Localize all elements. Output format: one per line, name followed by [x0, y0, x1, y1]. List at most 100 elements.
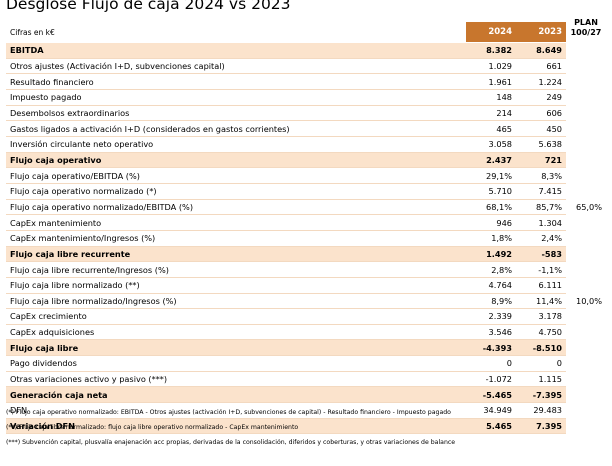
footnote-2: (**) Flujo caja libre normalizado: flujo…	[6, 424, 299, 431]
footnote-1: (*) Flujo caja operativo normalizado: EB…	[6, 409, 451, 416]
value-plan	[566, 136, 606, 153]
cash-flow-table: EBITDA 8.382 8.649 Otros ajustes (Activació…	[6, 43, 606, 435]
value-2023: 5.638	[516, 136, 566, 153]
column-header-plan: PLAN 100/27	[570, 18, 602, 37]
value-plan: 65,0%	[566, 199, 606, 215]
row-label: CapEx mantenimiento	[6, 214, 466, 231]
cash-flow-rows: EBITDA 8.382 8.649 Otros ajustes (Activació…	[6, 43, 606, 435]
table-row: Generación caja neta -5.465 -7.395	[6, 386, 606, 404]
value-2023: -8.510	[516, 339, 566, 357]
table-row: Flujo caja libre recurrente/Ingresos (%)…	[6, 261, 606, 278]
value-2023: -583	[516, 246, 566, 263]
value-plan	[566, 105, 606, 121]
value-plan	[566, 402, 606, 419]
value-plan	[566, 120, 606, 137]
table-row: Flujo caja libre normalizado/Ingresos (%…	[6, 293, 606, 310]
value-2024: 3.546	[466, 324, 516, 341]
row-label: Gastos ligados a activación I+D (conside…	[6, 120, 466, 137]
value-2023: 29.483	[516, 402, 566, 419]
value-plan	[566, 230, 606, 247]
value-2024: 2.339	[466, 308, 516, 325]
value-plan	[566, 89, 606, 106]
value-2024: 3.058	[466, 136, 516, 153]
row-label: Flujo caja operativo normalizado (*)	[6, 183, 466, 200]
table-row: Flujo caja operativo normalizado (*) 5.71…	[6, 183, 606, 200]
value-plan	[566, 308, 606, 325]
table-row: CapEx adquisiciones 3.546 4.750	[6, 324, 606, 341]
value-plan	[566, 246, 606, 262]
row-label: Variación DFN	[6, 418, 466, 435]
row-label: Generación caja neta	[6, 386, 466, 404]
value-plan	[566, 261, 606, 278]
value-2024: 29,1%	[466, 167, 516, 184]
value-2024: 34.949	[466, 402, 516, 419]
value-2023: 249	[516, 89, 566, 106]
value-2024: -4.393	[466, 339, 516, 357]
table-row: Pago dividendos 0 0	[6, 355, 606, 372]
value-2024: 0	[466, 355, 516, 372]
row-label: Flujo caja operativo/EBITDA (%)	[6, 167, 466, 184]
value-2024: 5.465	[466, 418, 516, 435]
page-title: Desglose Flujo de caja 2024 vs 2023	[6, 0, 291, 13]
value-2023: 4.750	[516, 324, 566, 341]
value-2024: 8,9%	[466, 293, 516, 310]
table-row: Otras variaciones activo y pasivo (***) -…	[6, 371, 606, 388]
row-label: Flujo caja operativo	[6, 152, 466, 169]
value-2023: 721	[516, 152, 566, 169]
table-row: Resultado financiero 1.961 1.224	[6, 73, 606, 90]
value-2024: 946	[466, 214, 516, 231]
value-2023: 0	[516, 355, 566, 372]
table-row: Desembolsos extraordinarios 214 606	[6, 105, 606, 122]
value-2023: 7.415	[516, 183, 566, 200]
value-plan	[566, 324, 606, 340]
value-plan	[566, 58, 606, 74]
table-row: Flujo caja operativo/EBITDA (%) 29,1% 8,3%	[6, 167, 606, 184]
value-plan	[566, 339, 606, 356]
value-2024: 2.437	[466, 152, 516, 169]
row-label: Otras variaciones activo y pasivo (***)	[6, 371, 466, 388]
value-plan: 10,0%	[566, 293, 606, 309]
value-2024: 1.492	[466, 246, 516, 263]
row-label: Flujo caja libre normalizado/Ingresos (%…	[6, 293, 466, 310]
row-label: Pago dividendos	[6, 355, 466, 372]
value-2023: 8.649	[516, 43, 566, 59]
value-2024: 5.710	[466, 183, 516, 200]
table-row: Otros ajustes (Activación I+D, subvencio…	[6, 58, 606, 75]
value-2023: 450	[516, 120, 566, 137]
value-2023: 1.304	[516, 214, 566, 231]
footnotes: (*) Flujo caja operativo normalizado: EB…	[6, 408, 612, 447]
value-2023: -1,1%	[516, 261, 566, 278]
value-plan	[566, 43, 606, 59]
table-row: CapEx crecimiento 2.339 3.178	[6, 308, 606, 325]
value-2023: 606	[516, 105, 566, 122]
table-row: Impuesto pagado 148 249	[6, 89, 606, 106]
row-label: Desembolsos extraordinarios	[6, 105, 466, 122]
value-plan	[566, 73, 606, 90]
table-header: Cifras en k€ 2024 2023 PLAN 100/27	[6, 18, 606, 44]
row-label: Impuesto pagado	[6, 89, 466, 106]
value-2023: 2,4%	[516, 230, 566, 247]
row-label: DFN	[6, 402, 466, 419]
value-2023: 1.115	[516, 371, 566, 388]
row-label: CapEx crecimiento	[6, 308, 466, 325]
row-label: EBITDA	[6, 43, 466, 59]
value-2024: 214	[466, 105, 516, 122]
value-2023: 3.178	[516, 308, 566, 325]
value-2023: 85,7%	[516, 199, 566, 216]
table-row: Flujo caja libre normalizado (**) 4.764 6.…	[6, 277, 606, 294]
value-2024: 1.961	[466, 73, 516, 90]
table-row: Flujo caja libre -4.393 -8.510	[6, 339, 606, 357]
row-label: Flujo caja libre	[6, 339, 466, 357]
table-row: Inversión circulante neto operativo 3.058…	[6, 136, 606, 153]
value-2023: 11,4%	[516, 293, 566, 310]
column-header-2023: 2023	[516, 22, 566, 42]
value-2023: 661	[516, 58, 566, 75]
value-2024: -1.072	[466, 371, 516, 388]
units-label: Cifras en k€	[10, 28, 55, 37]
value-plan	[566, 214, 606, 231]
table-row: Flujo caja libre recurrente 1.492 -583	[6, 246, 606, 263]
value-plan	[566, 371, 606, 387]
value-plan	[566, 183, 606, 200]
value-plan	[566, 277, 606, 293]
row-label: Flujo caja operativo normalizado/EBITDA …	[6, 199, 466, 216]
